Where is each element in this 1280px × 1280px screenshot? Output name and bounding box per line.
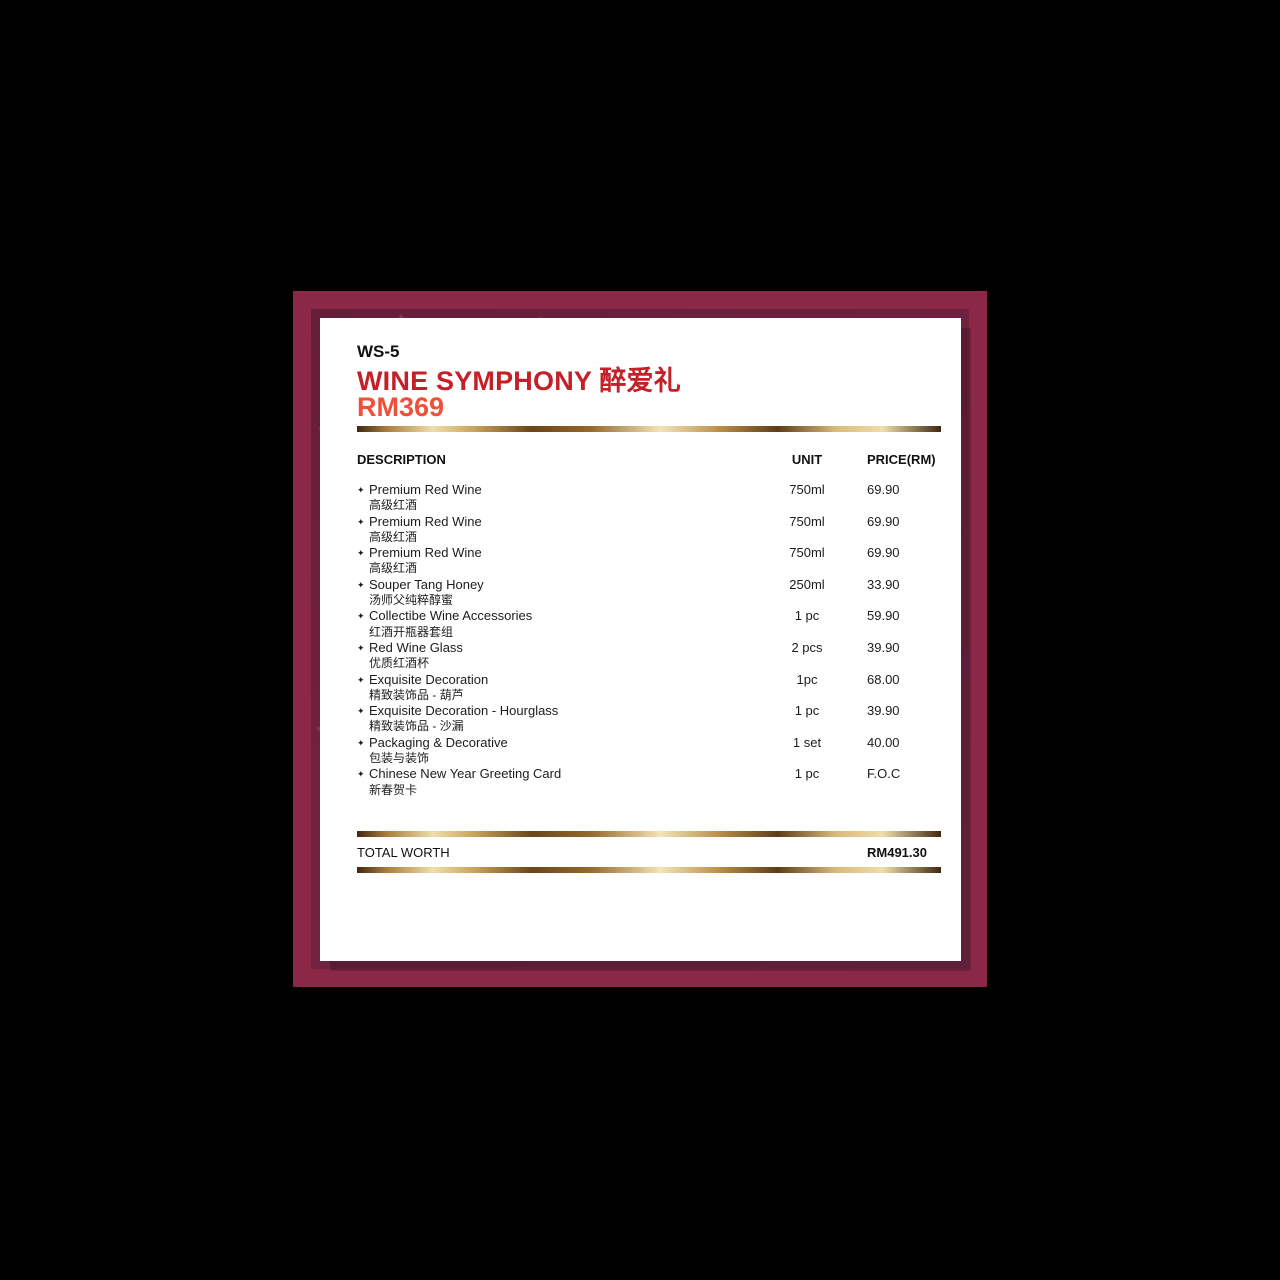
item-name-line: ✦ Premium Red Wine — [357, 545, 747, 561]
item-price: F.O.C — [867, 766, 901, 782]
item-name-line: ✦ Souper Tang Honey — [357, 577, 747, 593]
diamond-bullet-icon: ✦ — [357, 769, 365, 780]
item-price: 33.90 — [867, 576, 900, 592]
item-description: ✦ Chinese New Year Greeting Card 新春贺卡 — [357, 766, 747, 798]
item-name-chinese: 包装与装饰 — [369, 751, 430, 766]
item-unit: 250ml — [789, 576, 825, 592]
item-name-chinese: 高级红酒 — [369, 498, 418, 513]
column-header-price: PRICE(RM) — [867, 452, 936, 467]
item-description: ✦ Red Wine Glass 优质红酒杯 — [357, 640, 747, 672]
item-price: 39.90 — [867, 639, 900, 655]
gold-divider-bottom — [357, 866, 941, 873]
total-label: TOTAL WORTH — [357, 844, 450, 860]
item-name: Premium Red Wine — [369, 482, 482, 497]
package-price: RM369 — [357, 392, 445, 422]
table-header-row: DESCRIPTION UNIT PRICE(RM) — [357, 452, 941, 467]
item-description: ✦ Premium Red Wine 高级红酒 — [357, 482, 747, 514]
item-name-line: ✦ Chinese New Year Greeting Card — [357, 766, 747, 782]
item-name-chinese: 精致装饰品 - 葫芦 — [369, 687, 464, 702]
item-description: ✦ Packaging & Decorative 包装与装饰 — [357, 735, 747, 767]
item-unit: 750ml — [789, 513, 825, 529]
item-unit: 750ml — [789, 482, 825, 497]
item-name: Premium Red Wine — [369, 545, 482, 561]
diamond-bullet-icon: ✦ — [357, 548, 365, 559]
item-description: ✦ Collectibe Wine Accessories 红酒开瓶器套组 — [357, 608, 747, 640]
item-name-chinese: 优质红酒杯 — [369, 656, 430, 671]
item-price: 40.00 — [867, 734, 900, 750]
item-unit: 1 set — [792, 734, 822, 750]
table-row: ✦ Collectibe Wine Accessories 红酒开瓶器套组 1 p… — [357, 608, 941, 640]
column-header-unit: UNIT — [791, 452, 823, 467]
item-price: 69.90 — [867, 545, 900, 561]
diamond-bullet-icon: ✦ — [357, 516, 365, 527]
item-unit: 2 pcs — [791, 639, 823, 655]
total-value: RM491.30 — [867, 844, 927, 860]
gift-set-price-card: WS-5 WINE SYMPHONY 醉爱礼 RM369 DESCRIPTION… — [320, 318, 961, 961]
item-name: Exquisite Decoration — [369, 671, 489, 687]
gold-divider-middle — [357, 830, 941, 837]
item-name-line: ✦ Collectibe Wine Accessories — [357, 608, 747, 624]
item-name: Chinese New Year Greeting Card — [369, 766, 562, 782]
item-name: Packaging & Decorative — [369, 734, 508, 750]
item-name-line: ✦ Exquisite Decoration - Hourglass — [357, 703, 747, 719]
column-header-description: DESCRIPTION — [357, 452, 446, 467]
table-row: ✦ Chinese New Year Greeting Card 新春贺卡 1 p… — [357, 766, 941, 798]
items-list: ✦ Premium Red Wine 高级红酒 750ml 69.90 ✦ Prem… — [357, 482, 941, 798]
item-price: 68.00 — [867, 671, 900, 687]
table-row: ✦ Premium Red Wine 高级红酒 750ml 69.90 — [357, 482, 941, 514]
item-name-chinese: 高级红酒 — [369, 561, 418, 576]
diamond-bullet-icon: ✦ — [357, 737, 365, 748]
item-name-chinese: 高级红酒 — [369, 529, 418, 544]
item-unit: 750ml — [789, 545, 825, 561]
gold-divider-top — [357, 426, 941, 432]
item-price: 69.90 — [867, 513, 900, 529]
package-title: WINE SYMPHONY 醉爱礼 — [357, 366, 681, 396]
item-name: Souper Tang Honey — [369, 576, 484, 592]
table-row: ✦ Souper Tang Honey 汤师父纯粹醇蜜 250ml 33.90 — [357, 577, 941, 609]
table-row: ✦ Red Wine Glass 优质红酒杯 2 pcs 39.90 — [357, 640, 941, 672]
item-name-chinese: 汤师父纯粹醇蜜 — [369, 593, 454, 608]
item-name-chinese: 新春贺卡 — [369, 782, 418, 797]
item-name: Premium Red Wine — [369, 513, 482, 529]
diamond-bullet-icon: ✦ — [357, 706, 365, 717]
item-description: ✦ Exquisite Decoration 精致装饰品 - 葫芦 — [357, 672, 747, 704]
diamond-bullet-icon: ✦ — [357, 642, 365, 653]
table-row: ✦ Packaging & Decorative 包装与装饰 1 set 40.0… — [357, 735, 941, 767]
item-unit: 1pc — [796, 671, 818, 687]
item-unit: 1 pc — [794, 608, 820, 624]
item-name: Exquisite Decoration - Hourglass — [369, 703, 559, 719]
item-description: ✦ Souper Tang Honey 汤师父纯粹醇蜜 — [357, 577, 747, 609]
diamond-bullet-icon: ✦ — [357, 611, 365, 622]
item-name-line: ✦ Red Wine Glass — [357, 640, 747, 656]
table-row: ✦ Exquisite Decoration - Hourglass 精致装饰品 … — [357, 703, 941, 735]
item-name-line: ✦ Premium Red Wine — [357, 514, 747, 530]
item-price: 39.90 — [867, 703, 900, 719]
package-code: WS-5 — [357, 342, 400, 361]
item-unit: 1 pc — [794, 703, 820, 719]
item-unit: 1 pc — [794, 766, 820, 782]
item-name-chinese: 红酒开瓶器套组 — [369, 624, 454, 639]
item-description: ✦ Premium Red Wine 高级红酒 — [357, 514, 747, 546]
table-row: ✦ Premium Red Wine 高级红酒 750ml 69.90 — [357, 514, 941, 546]
item-description: ✦ Premium Red Wine 高级红酒 — [357, 545, 747, 577]
diamond-bullet-icon: ✦ — [357, 485, 365, 495]
total-row: TOTAL WORTH RM491.30 — [357, 837, 941, 867]
table-row: ✦ Exquisite Decoration 精致装饰品 - 葫芦 1pc 68.… — [357, 672, 941, 704]
item-description: ✦ Exquisite Decoration - Hourglass 精致装饰品 … — [357, 703, 747, 735]
item-name-line: ✦ Packaging & Decorative — [357, 735, 747, 751]
diamond-bullet-icon: ✦ — [357, 579, 365, 590]
diamond-bullet-icon: ✦ — [357, 674, 365, 685]
item-name: Red Wine Glass — [369, 639, 463, 655]
item-name-line: ✦ Exquisite Decoration — [357, 672, 747, 688]
item-name-line: ✦ Premium Red Wine — [357, 482, 747, 498]
item-price: 59.90 — [867, 608, 900, 624]
item-name: Collectibe Wine Accessories — [369, 608, 533, 624]
item-name-chinese: 精致装饰品 - 沙漏 — [369, 719, 464, 734]
table-row: ✦ Premium Red Wine 高级红酒 750ml 69.90 — [357, 545, 941, 577]
item-price: 69.90 — [867, 482, 900, 497]
